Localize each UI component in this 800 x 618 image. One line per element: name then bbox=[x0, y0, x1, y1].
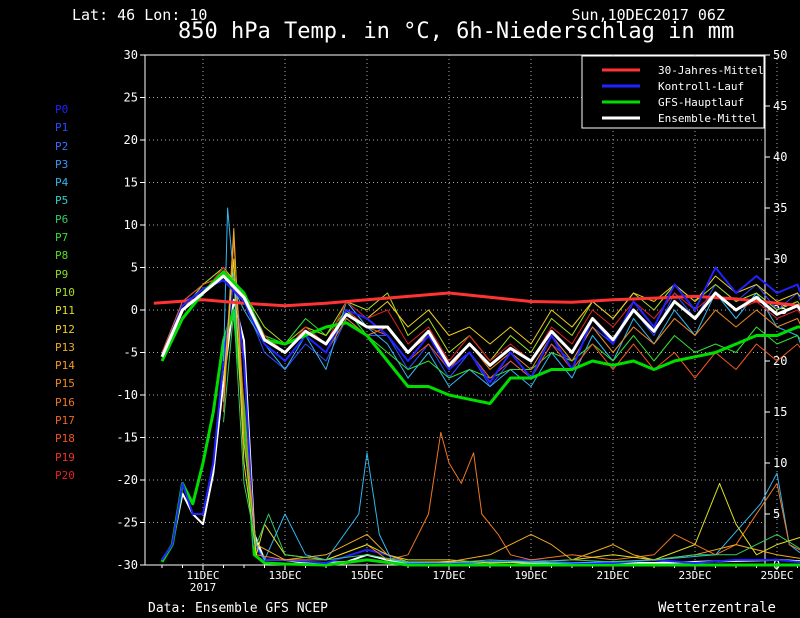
temp-line bbox=[160, 274, 800, 367]
right-tick-label: 30 bbox=[773, 252, 787, 266]
right-tick-label: 20 bbox=[773, 354, 787, 368]
right-tick-label: 40 bbox=[773, 150, 787, 164]
member-label: P13 bbox=[55, 340, 75, 354]
data-source-label: Data: Ensemble GFS NCEP bbox=[148, 601, 329, 616]
member-label: P18 bbox=[55, 432, 75, 446]
left-axis: 30 25 20 15 10 5 0 -5 -10 -15 -20 -25 -30 bbox=[116, 48, 145, 572]
member-temp-line bbox=[161, 267, 800, 362]
left-tick-label: -30 bbox=[116, 558, 138, 572]
chart-title: 850 hPa Temp. in °C, 6h-Niederschlag in … bbox=[178, 19, 735, 44]
member-label: P2 bbox=[55, 139, 69, 153]
member-label: P15 bbox=[55, 377, 75, 391]
member-label: P20 bbox=[55, 468, 75, 482]
left-tick-label: 15 bbox=[124, 176, 138, 190]
x-tick-label: 13DEC bbox=[268, 569, 301, 582]
legend-label: Kontroll-Lauf bbox=[658, 80, 744, 93]
left-tick-label: 5 bbox=[131, 261, 138, 275]
x-tick-year: 2017 bbox=[190, 581, 217, 594]
legend-label: GFS-Hauptlauf bbox=[658, 96, 744, 109]
member-label: P14 bbox=[55, 359, 75, 373]
precip-line bbox=[161, 298, 800, 564]
member-label: P4 bbox=[55, 176, 69, 190]
lat-lon-label: Lat: 46 Lon: 10 bbox=[72, 6, 208, 24]
legend: 30-Jahres-Mittel Kontroll-Lauf GFS-Hauptla… bbox=[581, 55, 765, 129]
left-tick-label: -10 bbox=[116, 388, 138, 402]
member-label: P7 bbox=[55, 231, 69, 245]
right-tick-label: 35 bbox=[773, 201, 787, 215]
member-label: P8 bbox=[55, 249, 69, 263]
member-label: P19 bbox=[55, 450, 75, 464]
x-tick-label: 17DEC bbox=[432, 569, 465, 582]
member-label: P17 bbox=[55, 414, 75, 428]
temp-series bbox=[153, 266, 800, 405]
legend-label: 30-Jahres-Mittel bbox=[658, 64, 764, 77]
left-tick-label: -20 bbox=[116, 473, 138, 487]
x-tick-label: 11DEC bbox=[186, 569, 219, 582]
x-tick-label: 19DEC bbox=[514, 569, 547, 582]
member-label: P9 bbox=[55, 267, 69, 281]
precip-line bbox=[223, 207, 800, 564]
x-tick-label: 15DEC bbox=[350, 569, 383, 582]
left-tick-label: -15 bbox=[116, 431, 138, 445]
member-label: P6 bbox=[55, 212, 69, 226]
left-tick-label: 30 bbox=[124, 48, 138, 62]
right-tick-label: 5 bbox=[773, 507, 780, 521]
precip-series bbox=[160, 207, 800, 567]
legend-box bbox=[581, 55, 765, 129]
x-tick-label: 23DEC bbox=[678, 569, 711, 582]
member-list: P0 P1 P2 P3 P4 P5 P6 P7 P8 P9 P10 P11 P12 P13 P14 P15 P1… bbox=[55, 101, 75, 485]
temp-line bbox=[160, 270, 800, 405]
member-label: P0 bbox=[55, 103, 69, 116]
left-tick-label: 20 bbox=[124, 133, 138, 147]
brand-label: Wetterzentrale bbox=[657, 600, 776, 616]
right-tick-label: 15 bbox=[773, 405, 787, 419]
temp-line bbox=[153, 291, 800, 308]
left-tick-label: -25 bbox=[116, 516, 138, 530]
member-label: P10 bbox=[55, 285, 75, 299]
member-label: P3 bbox=[55, 157, 69, 171]
member-temp-line bbox=[161, 267, 800, 362]
right-tick-label: 10 bbox=[773, 456, 787, 470]
precip-line bbox=[160, 308, 800, 567]
member-label: P5 bbox=[55, 194, 69, 208]
left-tick-label: -5 bbox=[124, 346, 138, 360]
member-temp-line bbox=[161, 267, 800, 387]
member-temp-line bbox=[161, 275, 800, 353]
precip-line bbox=[223, 238, 800, 561]
right-tick-label: 45 bbox=[773, 99, 787, 113]
member-label: P12 bbox=[55, 322, 75, 336]
left-tick-label: 0 bbox=[131, 303, 138, 317]
temp-line bbox=[161, 266, 800, 384]
x-tick-label: 21DEC bbox=[596, 569, 629, 582]
member-label: P16 bbox=[55, 395, 75, 409]
left-tick-label: 25 bbox=[124, 91, 138, 105]
left-tick-label: 10 bbox=[124, 218, 138, 232]
precip-line bbox=[223, 309, 800, 564]
plot-grid bbox=[145, 55, 778, 565]
member-label: P1 bbox=[55, 121, 69, 135]
right-tick-label: 50 bbox=[773, 48, 787, 62]
run-date-label: Sun,10DEC2017 06Z bbox=[571, 6, 725, 24]
member-label: P11 bbox=[55, 304, 75, 318]
x-tick-label: 25DEC bbox=[760, 569, 793, 582]
legend-label: Ensemble-Mittel bbox=[658, 112, 757, 125]
